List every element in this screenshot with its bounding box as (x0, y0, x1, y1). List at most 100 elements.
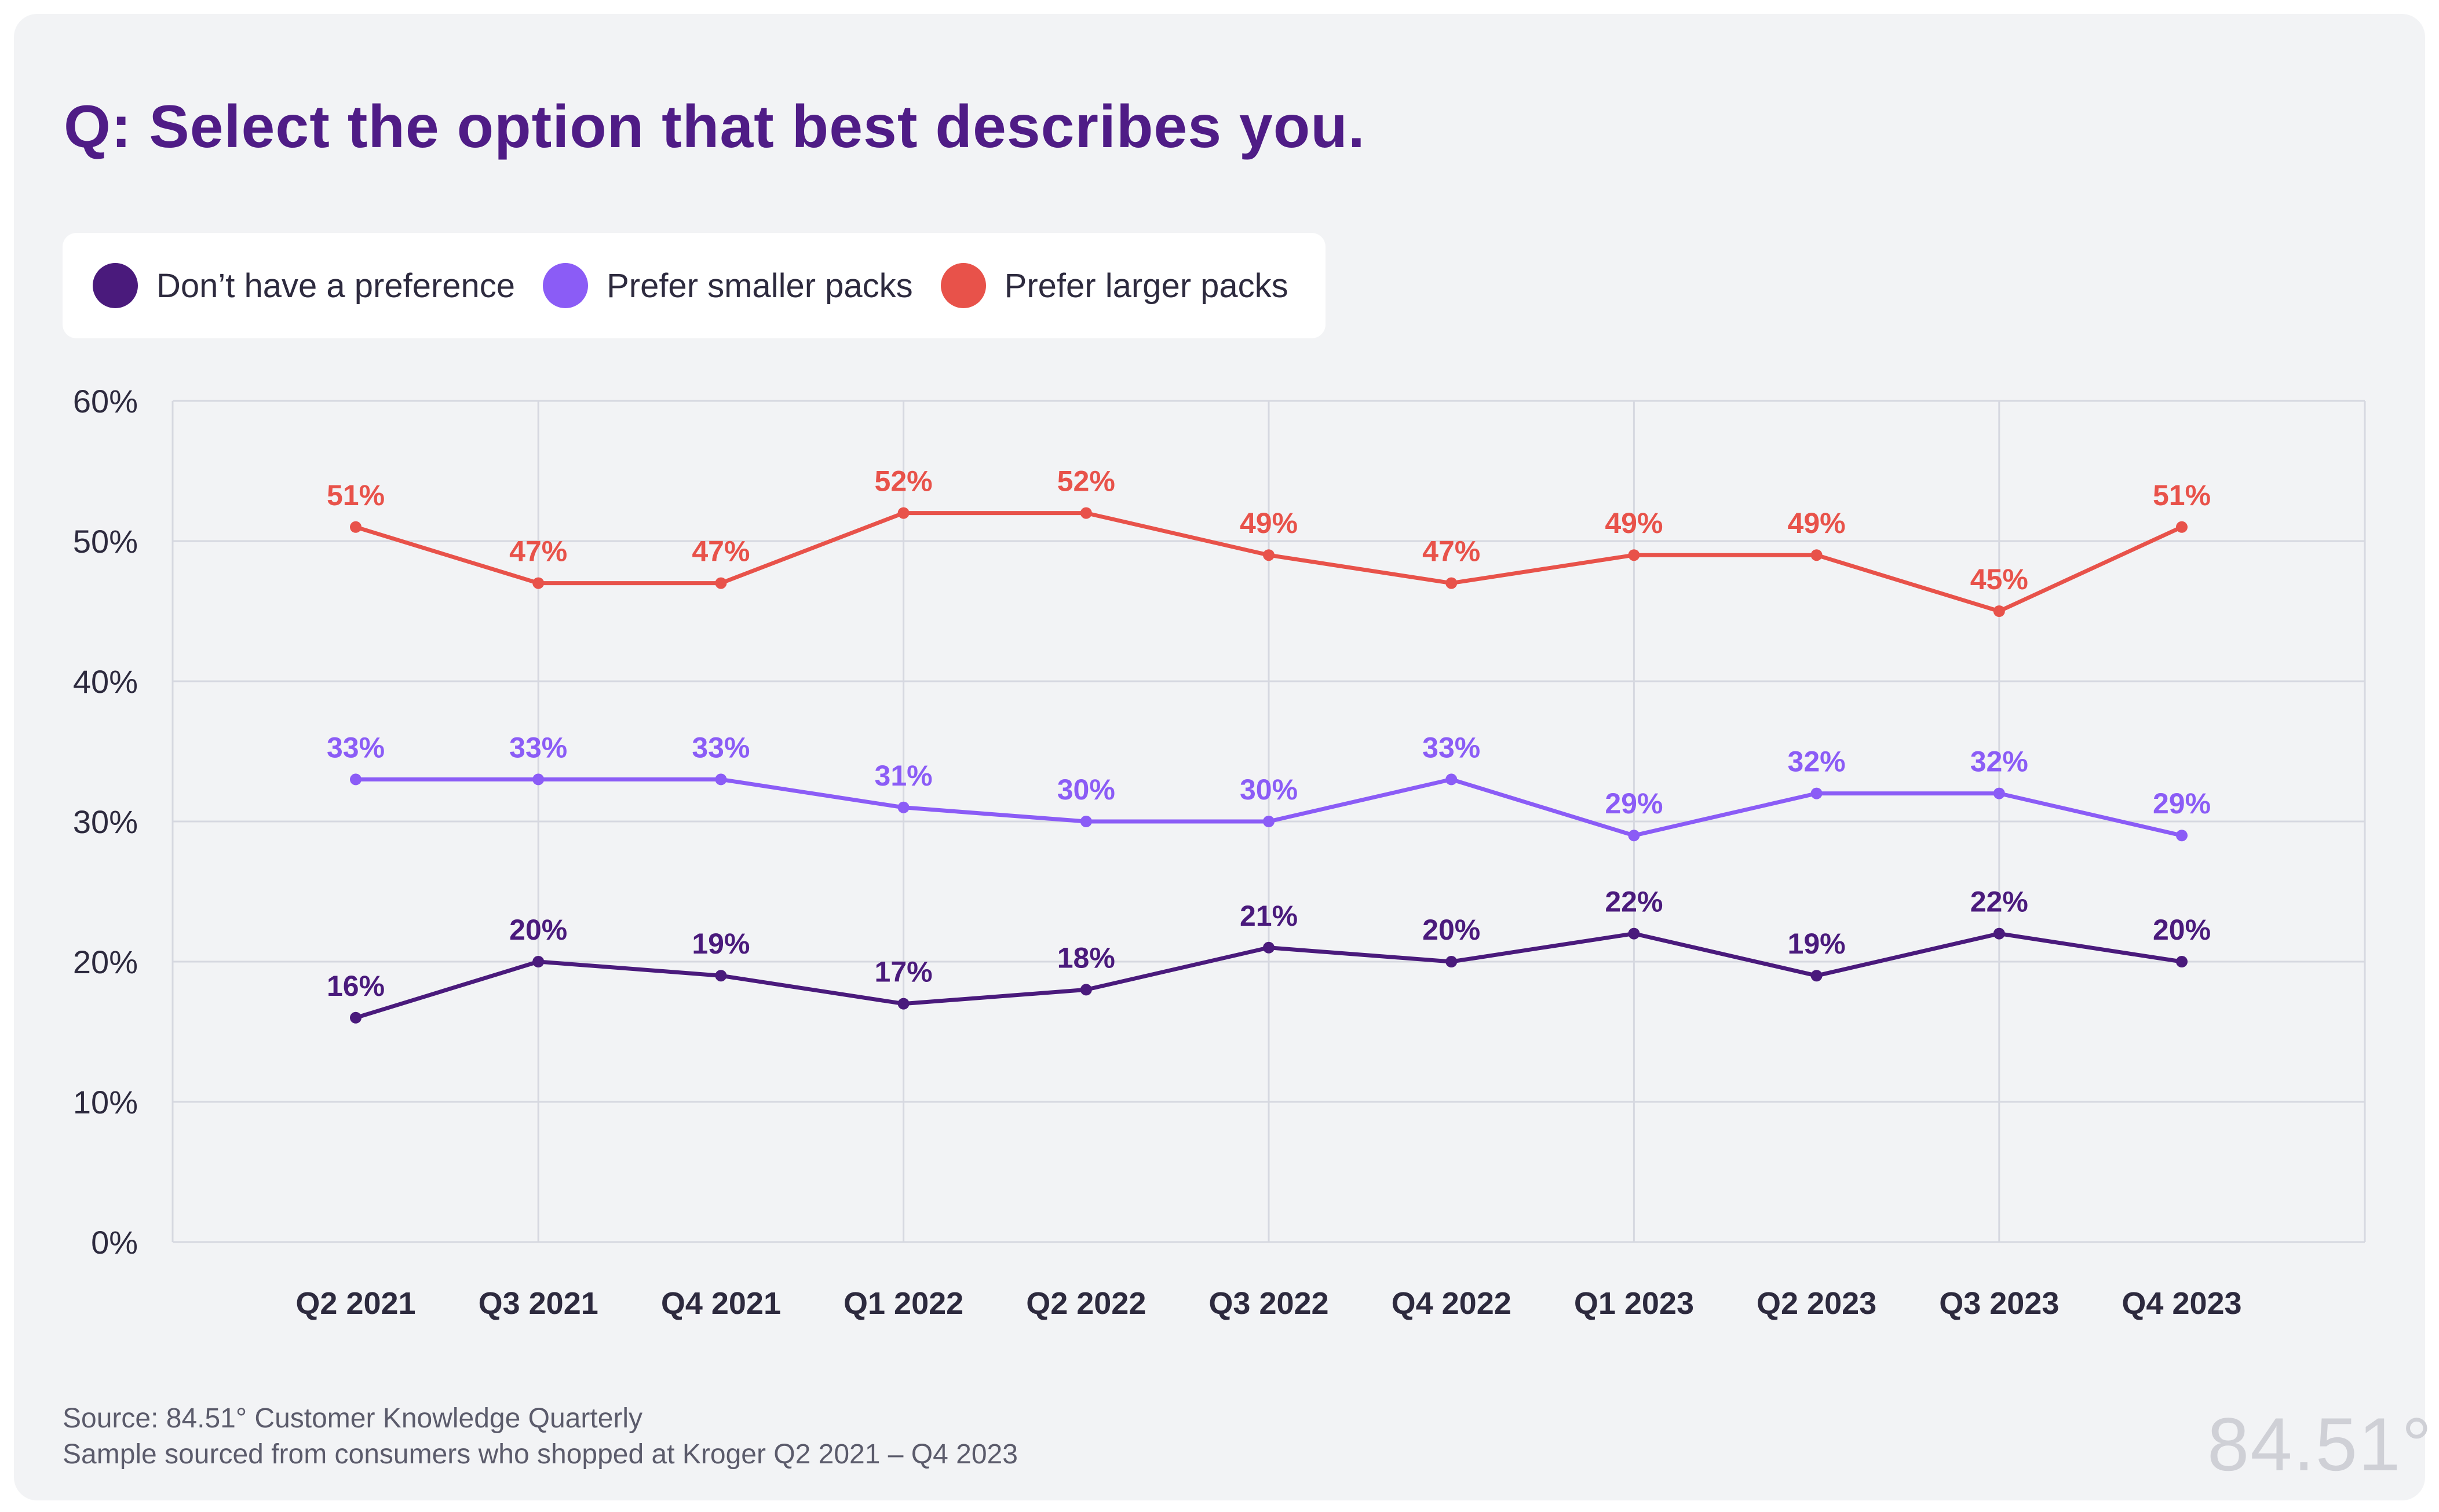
data-label: 49% (1240, 507, 1298, 539)
data-label: 19% (692, 927, 750, 960)
x-tick-label: Q4 2023 (2122, 1286, 2241, 1321)
data-point (1810, 970, 1823, 982)
data-point (1810, 787, 1823, 799)
data-point (532, 577, 545, 589)
legend-label-larger-packs: Prefer larger packs (1004, 266, 1288, 305)
x-tick-label: Q2 2021 (295, 1286, 415, 1321)
data-point (2176, 830, 2188, 842)
chart-title: Q: Select the option that best describes… (64, 93, 1365, 160)
data-point (897, 801, 910, 813)
data-label: 21% (1240, 900, 1298, 932)
data-label: 20% (2153, 914, 2211, 946)
data-label: 33% (692, 731, 750, 764)
data-point (1263, 549, 1275, 561)
data-label: 52% (1057, 465, 1115, 498)
y-tick-label: 20% (73, 944, 138, 980)
brand-logo: 84.51° (2207, 1402, 2433, 1487)
data-point (1080, 984, 1092, 996)
data-label: 22% (1605, 886, 1663, 918)
data-label: 29% (1605, 787, 1663, 820)
data-label: 47% (509, 535, 567, 568)
source-note: Source: 84.51° Customer Knowledge Quarte… (63, 1401, 1018, 1473)
legend-item-no-preference: Don’t have a preference (93, 263, 515, 308)
legend-marker-no-preference (93, 263, 138, 308)
data-label: 47% (692, 535, 750, 568)
x-tick-label: Q1 2023 (1574, 1286, 1694, 1321)
data-label: 19% (1788, 927, 1846, 960)
legend-label-no-preference: Don’t have a preference (156, 266, 516, 305)
data-point (1810, 549, 1823, 561)
sample-line: Sample sourced from consumers who shoppe… (63, 1439, 1018, 1470)
data-label: 22% (1970, 886, 2028, 918)
data-point (1993, 927, 2005, 940)
data-point (715, 773, 727, 786)
data-label: 33% (327, 731, 385, 764)
data-point (350, 521, 362, 533)
x-tick-label: Q3 2023 (1939, 1286, 2059, 1321)
data-label: 32% (1970, 746, 2028, 778)
data-label: 30% (1240, 773, 1298, 806)
x-tick-label: Q4 2021 (661, 1286, 781, 1321)
x-tick-label: Q4 2022 (1392, 1286, 1511, 1321)
data-point (1628, 830, 1640, 842)
data-point (1080, 816, 1092, 827)
legend-marker-larger-packs (940, 263, 986, 308)
data-label: 33% (1422, 731, 1480, 764)
data-label: 49% (1788, 507, 1846, 539)
data-label: 20% (509, 914, 567, 946)
data-label: 45% (1970, 563, 2028, 596)
data-point (715, 970, 727, 982)
data-label: 32% (1788, 746, 1846, 778)
data-point (897, 507, 910, 519)
data-label: 49% (1605, 507, 1663, 539)
data-point (1993, 605, 2005, 617)
data-point (350, 1011, 362, 1024)
data-point (1628, 927, 1640, 940)
data-label: 52% (875, 465, 933, 498)
x-tick-label: Q2 2022 (1026, 1286, 1146, 1321)
x-tick-label: Q3 2021 (479, 1286, 598, 1321)
x-tick-label: Q1 2022 (844, 1286, 963, 1321)
data-point (2176, 521, 2188, 533)
data-point (897, 998, 910, 1010)
data-label: 20% (1422, 914, 1480, 946)
legend-item-smaller-packs: Prefer smaller packs (543, 263, 913, 308)
data-point (2176, 956, 2188, 967)
data-label: 51% (2153, 479, 2211, 512)
y-tick-label: 0% (91, 1224, 138, 1261)
data-point (1263, 941, 1275, 954)
data-point (1445, 577, 1458, 589)
data-label: 16% (327, 970, 385, 1002)
data-point (1080, 507, 1092, 519)
data-point (532, 773, 545, 786)
data-point (1993, 787, 2005, 799)
y-tick-label: 50% (73, 523, 138, 560)
x-tick-label: Q2 2023 (1757, 1286, 1876, 1321)
data-label: 31% (875, 759, 933, 792)
y-tick-label: 40% (73, 663, 138, 700)
x-tick-label: Q3 2022 (1208, 1286, 1328, 1321)
legend-item-larger-packs: Prefer larger packs (940, 263, 1288, 308)
data-point (1628, 549, 1640, 561)
legend-label-smaller-packs: Prefer smaller packs (607, 266, 913, 305)
data-point (532, 956, 545, 967)
data-label: 17% (875, 956, 933, 988)
data-point (1263, 816, 1275, 827)
y-tick-label: 30% (73, 804, 138, 840)
data-point (1445, 956, 1458, 967)
legend-marker-smaller-packs (543, 263, 589, 308)
data-label: 30% (1057, 773, 1115, 806)
data-label: 18% (1057, 941, 1115, 974)
data-label: 51% (327, 479, 385, 512)
legend: Don’t have a preference Prefer smaller p… (63, 233, 1326, 338)
data-label: 47% (1422, 535, 1480, 568)
data-label: 33% (509, 731, 567, 764)
source-line: Source: 84.51° Customer Knowledge Quarte… (63, 1403, 643, 1434)
y-tick-label: 60% (73, 383, 138, 419)
data-point (715, 577, 727, 589)
data-label: 29% (2153, 787, 2211, 820)
y-tick-label: 10% (73, 1084, 138, 1120)
data-point (1445, 773, 1458, 786)
data-point (350, 773, 362, 786)
